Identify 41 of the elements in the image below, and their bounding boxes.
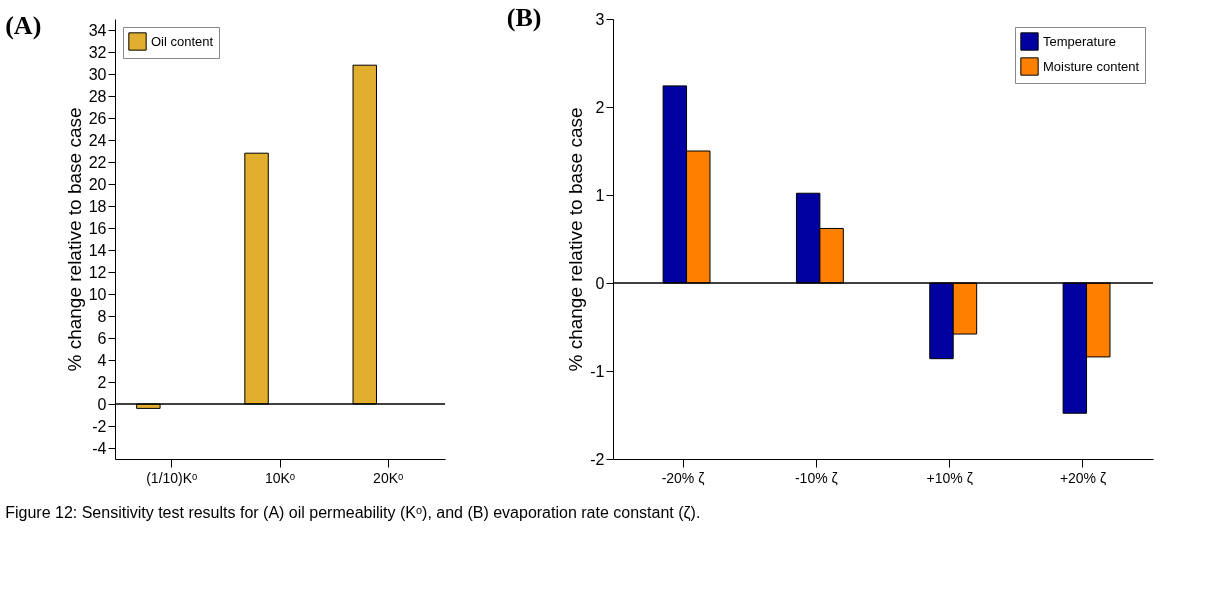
caption: Figure 12: Sensitivity test results for (A) oil permeability (Kᵒ), and (B) evaporation rate constant (ζ). — [5, 504, 701, 522]
y-tick-label: 12 — [88, 263, 107, 281]
y-axis-title: % change relative to base case — [63, 107, 85, 372]
y-tick-label: 2 — [595, 98, 605, 116]
y-tick-label: 32 — [88, 43, 107, 61]
y-tick-label: 34 — [88, 21, 107, 39]
y-tick-label: 24 — [88, 131, 107, 149]
y-tick-label: 30 — [88, 65, 107, 83]
y-tick-label: 6 — [97, 329, 107, 347]
y-tick-label: 10 — [88, 285, 107, 303]
chart-title: (B) — [506, 3, 542, 32]
chart-title: (A) — [5, 11, 42, 40]
y-tick-label: -2 — [92, 417, 107, 435]
y-tick-label: 3 — [595, 10, 605, 28]
y-tick-label: 8 — [97, 307, 107, 325]
y-tick-label: 14 — [88, 241, 107, 259]
y-tick-label: -1 — [590, 362, 605, 380]
x-tick-label: -20% ζ — [661, 469, 705, 486]
y-tick-label: 1 — [595, 186, 605, 204]
y-tick-label: 26 — [88, 109, 107, 127]
x-tick-label: 20Kᵒ — [373, 469, 404, 486]
y-tick-label: -4 — [92, 439, 107, 457]
y-tick-label: 16 — [88, 219, 107, 237]
y-tick-label: 2 — [97, 373, 107, 391]
y-tick-label: 0 — [97, 395, 107, 413]
x-tick-label: +20% ζ — [1059, 469, 1107, 486]
y-tick-label: 28 — [88, 87, 107, 105]
y-tick-label: 20 — [88, 175, 107, 193]
legend-label: Temperature — [1043, 33, 1116, 49]
x-tick-label: 10Kᵒ — [264, 469, 296, 486]
y-axis-title: % change relative to base case — [565, 107, 587, 372]
legend-label: Oil content — [151, 33, 214, 49]
y-tick-label: 22 — [88, 153, 107, 171]
y-tick-label: 0 — [595, 274, 605, 292]
y-tick-label: 4 — [97, 351, 107, 369]
x-tick-label: -10% ζ — [794, 469, 838, 486]
x-tick-label: (1/10)Kᵒ — [146, 469, 198, 486]
legend-label: Moisture content — [1043, 58, 1140, 74]
x-tick-label: +10% ζ — [926, 469, 973, 486]
y-tick-label: -2 — [590, 450, 605, 468]
y-tick-label: 18 — [88, 197, 107, 215]
